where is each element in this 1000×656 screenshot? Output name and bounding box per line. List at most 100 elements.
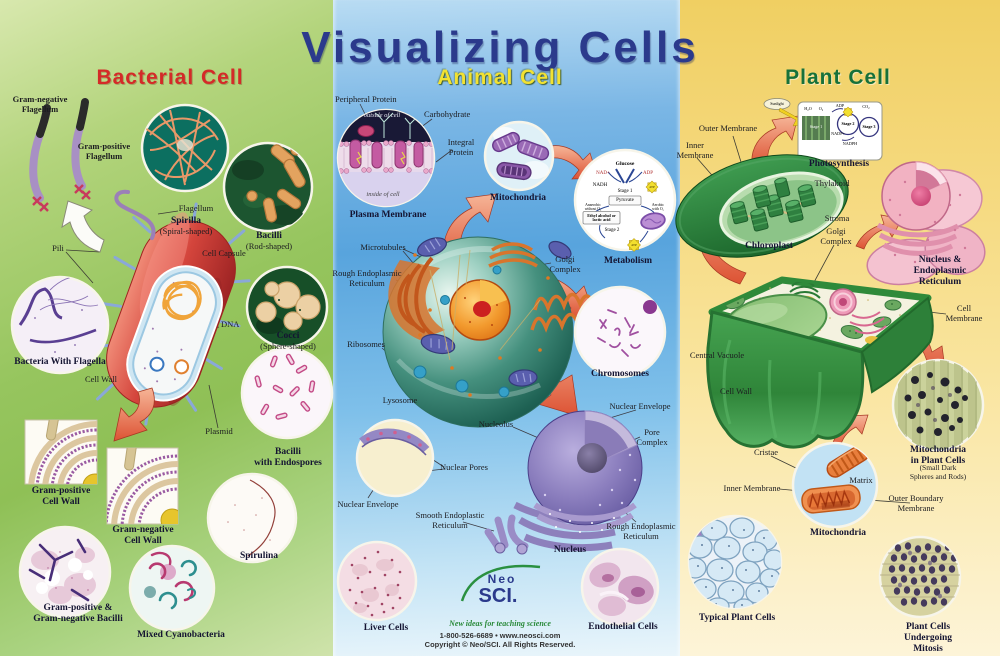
label-plant-cell-wall: Cell Wall [720, 386, 752, 396]
caption-gram-negative-cell-wall: Gram-negative Cell Wall [112, 525, 174, 547]
label-inside-of-cell: inside of cell [366, 191, 400, 198]
spirilla-micrograph [140, 103, 230, 193]
label-nad: NAD+ [596, 171, 610, 176]
label-golgi-complex: Golgi Complex [549, 254, 581, 274]
label-outside-of-cell: outside of cell [363, 112, 401, 119]
plant-nucleus-er-illustration [866, 161, 986, 286]
label-ps-stage1: Stage 1 [809, 124, 823, 129]
caption-mito-in-plant-sub: (Small Dark Spheres and Rods) [909, 463, 967, 481]
label-cell-wall: Cell Wall [85, 374, 117, 384]
mitochondria-micrograph [483, 120, 555, 192]
caption-spirulina: Spirulina [239, 551, 279, 561]
bacterial-zoom-arrow [113, 387, 155, 442]
label-stroma: Stroma [824, 213, 850, 223]
label-plasmid: Plasmid [205, 426, 233, 436]
bacteria-with-flagella-micrograph [10, 275, 110, 375]
label-gram-positive-flagellum: Gram-positive Flagellum [77, 141, 131, 161]
label-pili: Pili [52, 243, 64, 253]
footer-phone: 1-800-526-6689 • www.neosci.com [439, 631, 561, 640]
caption-bacilli-sub: (Rod-shaped) [245, 241, 293, 251]
caption-spirilla-sub: (Spiral-shaped) [159, 226, 213, 236]
label-stage2: Stage 2 [604, 228, 620, 233]
cocci-micrograph [245, 265, 329, 349]
label-ps-stage2: Stage 2 [841, 121, 855, 126]
gram-negative-cell-wall-diagram [106, 447, 179, 525]
label-microtubules: Microtubules [360, 242, 406, 252]
label-thylakoid: Thylakoid [814, 178, 850, 188]
label-ethyl-alcohol: Ethyl alcohol or lactic acid [587, 212, 616, 223]
metabolism-diagram: ATP ATP [573, 148, 677, 252]
typical-plant-cells-micrograph [687, 514, 783, 610]
bacilli-micrograph [222, 141, 314, 233]
label-rough-er: Rough Endoplasmic Reticulum [332, 268, 402, 288]
endothelial-cells-micrograph [580, 547, 660, 627]
label-inner-membrane: Inner Membrane [676, 140, 714, 160]
caption-spirilla: Spirilla [170, 216, 202, 226]
caption-chromosomes: Chromosomes [591, 369, 649, 379]
label-gram-negative-flagellum: Gram-negative Flagellum [12, 94, 68, 114]
label-outer-boundary-membrane: Outer Boundary Membrane [888, 493, 944, 513]
label-lysosome: Lysosome [382, 395, 418, 405]
label-peripheral-protein: Peripheral Protein [335, 94, 397, 104]
label-stage1: Stage 1 [617, 189, 633, 194]
bacterial-heading: Bacterial Cell [96, 66, 244, 89]
atp-star: ATP [627, 238, 641, 252]
label-cristae: Cristae [753, 447, 779, 457]
animal-cell-illustration [382, 236, 596, 428]
caption-nucleus: Nucleus [553, 545, 587, 555]
plant-cell-illustration [706, 276, 934, 449]
label-flagellum: Flagellum [178, 203, 214, 213]
label-central-vacuole: Central Vacuole [689, 350, 745, 360]
caption-chloroplast: Chloroplast [745, 241, 793, 251]
gram-pos-neg-bacilli-micrograph [18, 525, 112, 619]
caption-bacilli-endospores: Bacilli with Endospores [254, 447, 322, 469]
logo-sci: SCI. [478, 585, 518, 607]
label-anaerobic: Anaerobic without O₂ [584, 203, 602, 212]
label-ps-adp: ADP [835, 102, 845, 108]
gram-positive-cell-wall-diagram [24, 419, 98, 485]
label-inner-membrane-2: Inner Membrane [723, 483, 781, 493]
bacterium-flagellum-curve [114, 189, 156, 240]
caption-photosynthesis: Photosynthesis [808, 159, 870, 169]
caption-gram-pos-neg-bacilli: Gram-positive & Gram-negative Bacilli [33, 603, 123, 625]
label-pore-complex: Pore Complex [636, 427, 668, 447]
mitochondria-in-plant-cells-micrograph [891, 358, 985, 452]
svg-text:ATP: ATP [631, 243, 637, 247]
label-ribosomes: Ribosomes [347, 339, 385, 349]
label-plant-golgi: Golgi Complex [820, 226, 852, 246]
label-cell-membrane: Cell Membrane [945, 303, 983, 323]
poster-title: Visualizing Cells [301, 23, 699, 72]
liver-cells-micrograph [336, 540, 418, 622]
bacterium-illustration [89, 202, 251, 426]
gram-positive-flagellum-illustration [71, 98, 91, 200]
footer-copyright: Copyright © Neo/SCI. All Rights Reserved… [424, 640, 576, 649]
caption-typical-plant-cells: Typical Plant Cells [698, 613, 776, 623]
caption-mixed-cyanobacteria: Mixed Cyanobacteria [137, 630, 225, 640]
mitochondria-diagram [791, 441, 879, 529]
label-aerobic: Aerobic with O₂ [651, 203, 665, 212]
chloroplast-illustration [675, 154, 849, 258]
label-glucose: Glucose [615, 161, 635, 167]
caption-bacilli: Bacilli [256, 231, 282, 241]
caption-gram-positive-cell-wall: Gram-positive Cell Wall [31, 486, 91, 508]
label-nucleolus: Nucleolus [478, 419, 514, 429]
caption-bacteria-with-flagella: Bacteria With Flagella [14, 357, 106, 367]
flagellum-detach-arrow [61, 200, 105, 253]
logo-tagline: New ideas for teaching science [449, 619, 551, 628]
label-ps-nadph: NADPH [842, 141, 858, 146]
caption-cocci-sub: (Sphere-shaped) [260, 341, 316, 351]
chromosomes-micrograph [573, 285, 667, 379]
caption-mito-in-plant: Mitochondria in Plant Cells [910, 445, 966, 467]
spirulina-micrograph [206, 472, 298, 564]
label-h2o: H₂O [804, 106, 812, 111]
label-integral-protein: Integral Protein [447, 137, 475, 157]
caption-nucleus-er: Nucleus & Endoplasmic Reticulum [913, 255, 967, 288]
photosynthesis-diagram [763, 98, 883, 161]
label-pyruvate: Pyruvate [616, 197, 634, 203]
label-nuclear-envelope-2: Nuclear Envelope [337, 499, 399, 509]
bacilli-endospores-micrograph [240, 346, 334, 440]
logo-neo: Neo [487, 572, 517, 586]
plant-heading: Plant Cell [785, 66, 891, 89]
